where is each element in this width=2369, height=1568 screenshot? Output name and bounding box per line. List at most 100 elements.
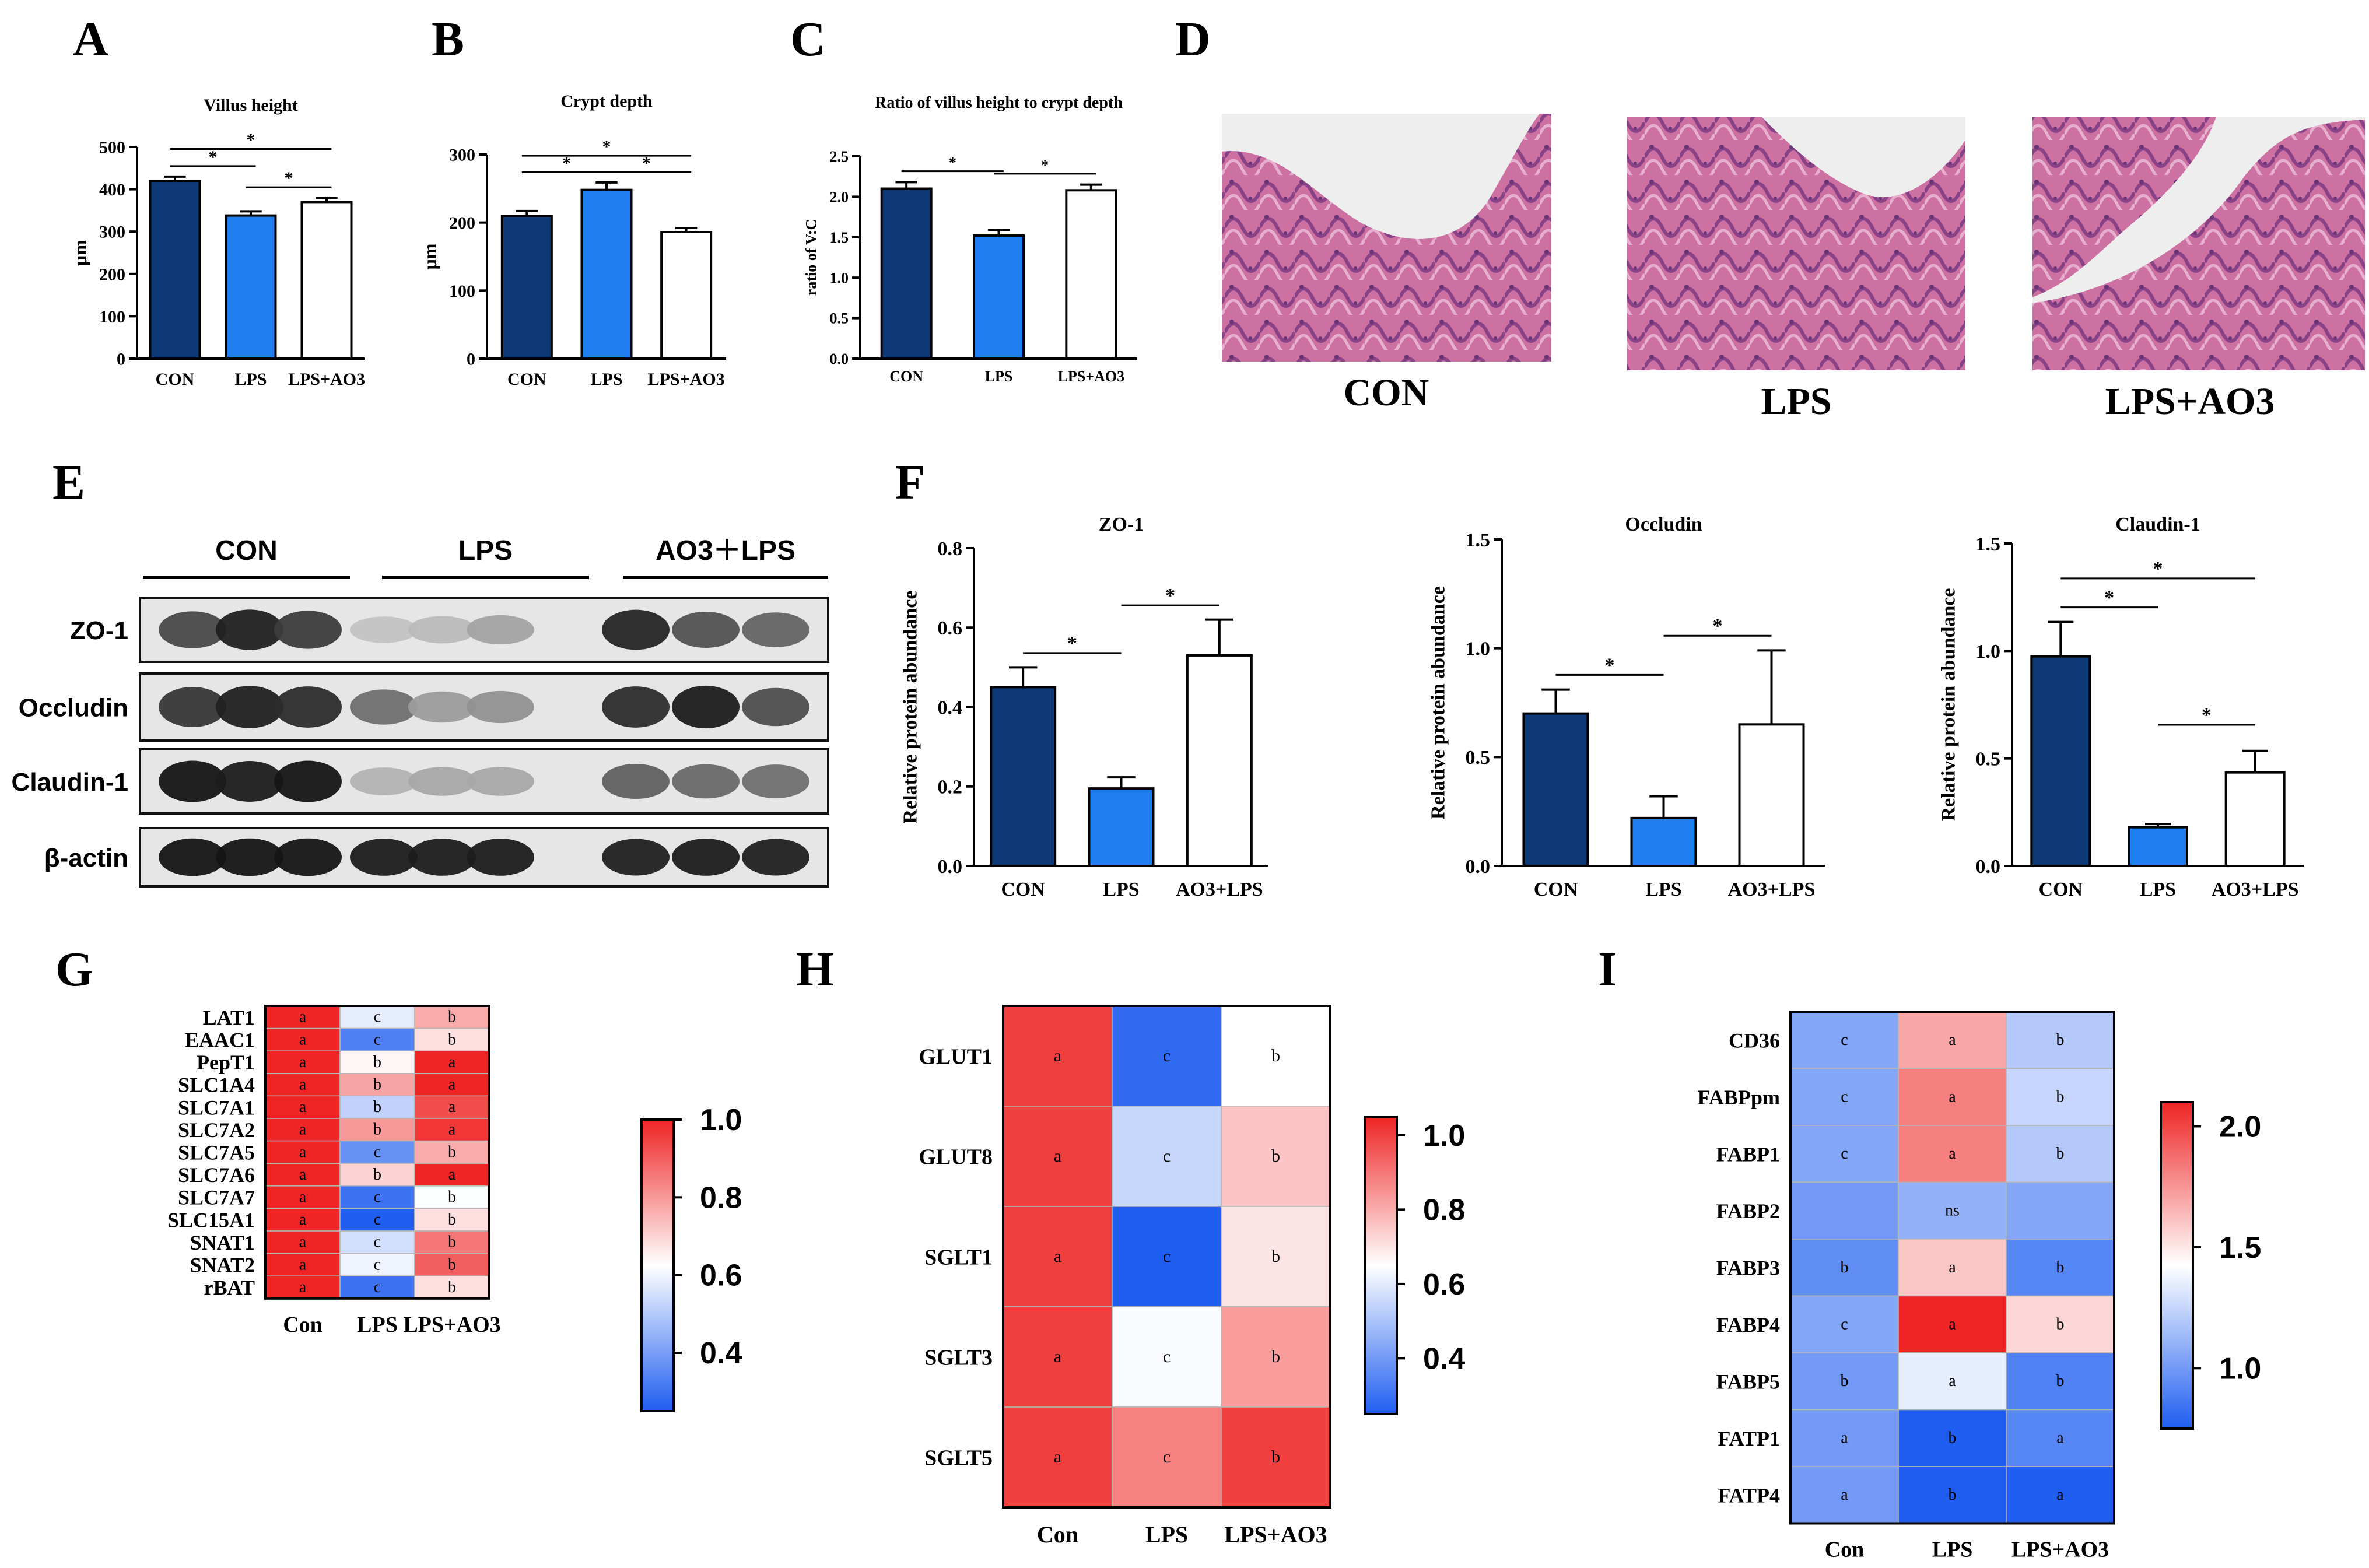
- blot-band: [672, 839, 740, 876]
- bar: [149, 180, 201, 360]
- heatmap-cell-letter: a: [299, 1233, 307, 1251]
- colorbar: [1364, 1116, 1398, 1415]
- heatmap-cell: [1112, 1106, 1222, 1207]
- colorbar-tick-label: 0.6: [1423, 1268, 1465, 1302]
- heatmap-cell-letter: a: [1949, 1088, 1956, 1106]
- heatmap-cell: [265, 1163, 341, 1187]
- chart-title: ZO-1: [1099, 514, 1144, 535]
- heatmap-cell: [339, 1185, 415, 1209]
- heatmap-cell: [414, 1163, 490, 1187]
- blot-band: [742, 612, 809, 647]
- y-tick-label: 0.0: [1976, 856, 2001, 878]
- panel-label-e: E: [52, 455, 85, 510]
- blot-band: [672, 611, 740, 648]
- blot-band: [350, 767, 418, 795]
- chart-f-claudin1: Claudin-1 0.0 0.5 1.0 1.5 Relative protein ab…: [1937, 514, 2304, 900]
- heatmap-row-label: SLC15A1: [167, 1208, 255, 1232]
- y-tick-label: 0.5: [1976, 749, 2001, 770]
- heatmap-cell: [414, 1095, 490, 1119]
- category-label: LPS: [234, 370, 267, 389]
- heatmap-cell-letter: c: [374, 1143, 381, 1161]
- heatmap-cell-letter: b: [2056, 1372, 2065, 1390]
- heatmap-cell-letter: c: [374, 1233, 381, 1251]
- heatmap-cell-letter: a: [299, 1255, 307, 1274]
- blot-band: [467, 690, 534, 724]
- colorbar-tick-label: 0.6: [700, 1259, 742, 1293]
- heatmap-cell-letter: b: [448, 1008, 456, 1026]
- heatmap-row-label: SLC7A2: [178, 1118, 255, 1142]
- y-axis-label: Relative protein abundance: [1427, 586, 1449, 819]
- category-label: CON: [889, 368, 923, 385]
- blot-band: [216, 838, 283, 876]
- heatmap-cell: [339, 1253, 415, 1276]
- blot-band: [216, 609, 283, 650]
- heatmap-row-label: SLC7A1: [178, 1096, 255, 1119]
- heatmap-cell-letter: a: [448, 1098, 456, 1116]
- blot-group-label: LPS: [458, 535, 513, 566]
- significance-star: *: [2202, 704, 2212, 726]
- heatmap-row-label: FABP4: [1716, 1313, 1780, 1337]
- y-tick-label: 500: [99, 138, 125, 157]
- heatmap-cell: [1898, 1295, 2007, 1353]
- blot-band: [602, 609, 670, 650]
- heatmap-cell: [2006, 1239, 2115, 1297]
- heatmap-cell-letter: c: [374, 1211, 381, 1229]
- heatmap-row-label: FABP5: [1716, 1370, 1780, 1393]
- chart-title: Crypt depth: [560, 92, 653, 111]
- bar: [1738, 723, 1805, 868]
- category-label: CON: [2039, 879, 2083, 900]
- heatmap-cell-letter: a: [2056, 1429, 2064, 1447]
- heatmap-cell-letter: c: [1841, 1088, 1848, 1106]
- bar: [1522, 712, 1589, 867]
- panel-label-c: C: [790, 12, 826, 66]
- bar: [580, 188, 633, 360]
- heatmap-cell-letter: b: [1271, 1247, 1280, 1266]
- significance-star: *: [1041, 157, 1049, 174]
- significance-star: *: [1067, 633, 1077, 654]
- heatmap-cell: [1003, 1106, 1113, 1207]
- heatmap-cell-letter: b: [1949, 1429, 1957, 1447]
- significance-star: *: [602, 137, 611, 156]
- heatmap-row-label: SGLT5: [924, 1446, 993, 1470]
- category-label: AO3+LPS: [1728, 879, 1816, 900]
- heatmap-row-label: CD36: [1729, 1029, 1780, 1052]
- heatmap-cell: [339, 1073, 415, 1097]
- significance-star: *: [2153, 558, 2163, 580]
- chart-c: Ratio of villus height to crypt depth 0.0…: [803, 94, 1137, 385]
- heatmap-cell: [414, 1118, 490, 1142]
- heatmap-cell: [265, 1073, 341, 1097]
- heatmap-cell-letter: a: [299, 1008, 307, 1026]
- y-tick-label: 0: [467, 350, 475, 369]
- colorbar-tick-label: 1.0: [1423, 1119, 1465, 1153]
- heatmap-cell: [2006, 1068, 2115, 1126]
- heatmap-cell-letter: a: [299, 1121, 307, 1139]
- y-axis-label: μm: [419, 243, 440, 269]
- y-axis-label: Relative protein abundance: [1937, 588, 1959, 822]
- y-tick-label: 0.8: [938, 538, 963, 560]
- blot-row-label: Claudin-1: [12, 768, 128, 797]
- bar: [660, 231, 713, 360]
- heatmap-column-label: Con: [283, 1313, 323, 1337]
- bar: [1186, 654, 1253, 867]
- histology-tissue-con: [1222, 114, 1551, 362]
- colorbar: [2160, 1101, 2194, 1430]
- category-label: LPS: [590, 370, 622, 389]
- bar: [300, 201, 353, 360]
- heatmap-cell-letter: a: [1054, 1447, 1061, 1467]
- significance-star: *: [949, 155, 956, 171]
- bar: [880, 187, 933, 360]
- y-axis-label: ratio of V:C: [803, 219, 820, 296]
- y-tick-label: 200: [449, 213, 475, 233]
- y-tick-label: 2.0: [830, 189, 849, 206]
- panel-label-d: D: [1175, 12, 1211, 66]
- heatmap-cell: [339, 1208, 415, 1232]
- heatmap-cell: [1790, 1181, 1899, 1240]
- heatmap-row-label: PepT1: [197, 1051, 255, 1074]
- blot-group-label: AO3＋LPS: [656, 535, 795, 566]
- heatmap-cell: [339, 1118, 415, 1142]
- y-tick-label: 400: [99, 180, 125, 199]
- y-tick-label: 0: [117, 350, 125, 369]
- heatmap-cell: [1790, 1068, 1899, 1126]
- heatmap-cell-letter: b: [1841, 1372, 1849, 1390]
- heatmap-cell-letter: a: [299, 1188, 307, 1206]
